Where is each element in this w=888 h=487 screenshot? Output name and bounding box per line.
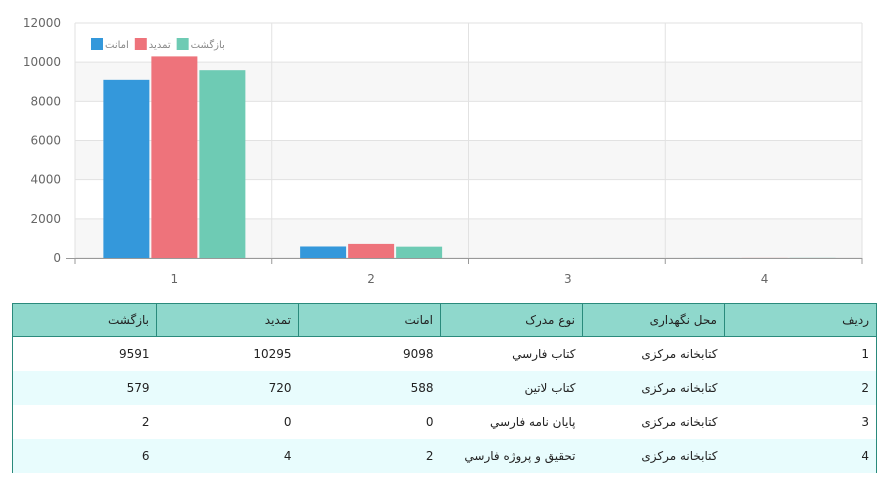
cell-renewal: 10295 bbox=[156, 336, 299, 371]
bar-3-cat-2 bbox=[396, 246, 443, 258]
y-tick-label: 8000 bbox=[30, 94, 61, 108]
header-return[interactable]: بازگشت bbox=[12, 303, 157, 337]
table-row[interactable]: 1 كتابخانه مركزی كتاب فارسي 9098 10295 9… bbox=[12, 336, 877, 371]
cell-return: 9591 bbox=[12, 336, 157, 371]
table-row[interactable]: 2 كتابخانه مركزی كتاب لاتين 588 720 579 bbox=[12, 370, 877, 405]
header-document-type[interactable]: نوع مدرک bbox=[440, 303, 583, 337]
y-tick-label: 12000 bbox=[23, 16, 61, 30]
legend: امانت تمديد بازگشت bbox=[91, 38, 225, 51]
cell-loan: 588 bbox=[298, 370, 441, 405]
header-location[interactable]: محل نگهداری bbox=[582, 303, 725, 337]
header-loan[interactable]: امانت bbox=[298, 303, 441, 337]
y-tick-label: 4000 bbox=[30, 173, 61, 187]
legend-swatch-3 bbox=[176, 38, 189, 50]
x-tick-label: 2 bbox=[367, 272, 375, 286]
legend-swatch-2 bbox=[134, 38, 147, 50]
cell-location: كتابخانه مركزی bbox=[582, 370, 725, 405]
bar-3-cat-1 bbox=[199, 70, 246, 259]
bar-chart: 0 2000 4000 6000 8000 10000 12000 1 2 3 4 امانت تمد… bbox=[23, 16, 863, 286]
y-tick-label: 6000 bbox=[30, 134, 61, 148]
x-tick-label: 1 bbox=[171, 272, 179, 286]
table-row[interactable]: 3 كتابخانه مركزی پايان نامه فارسي 0 0 2 bbox=[12, 404, 877, 439]
cell-row-number: 3 bbox=[724, 404, 877, 439]
table-header-row: رديف محل نگهداری نوع مدرک امانت تمديد با… bbox=[12, 303, 877, 337]
bar-2-cat-2 bbox=[348, 243, 395, 258]
report-table-container: رديف محل نگهداری نوع مدرک امانت تمديد با… bbox=[12, 303, 877, 473]
cell-loan: 9098 bbox=[298, 336, 441, 371]
cell-row-number: 1 bbox=[724, 336, 877, 371]
cell-location: كتابخانه مركزی bbox=[582, 438, 725, 473]
chart-canvas: 0 2000 4000 6000 8000 10000 12000 1 2 3 4 امانت تمد… bbox=[23, 16, 863, 286]
cell-return: 6 bbox=[12, 438, 157, 473]
y-tick-label: 10000 bbox=[23, 55, 61, 69]
y-tick-label: 0 bbox=[53, 251, 61, 265]
cell-row-number: 4 bbox=[724, 438, 877, 473]
report-table: رديف محل نگهداری نوع مدرک امانت تمديد با… bbox=[12, 303, 877, 473]
cell-renewal: 720 bbox=[156, 370, 299, 405]
cell-document-type: كتاب لاتين bbox=[440, 370, 583, 405]
cell-loan: 0 bbox=[298, 404, 441, 439]
cell-document-type: كتاب فارسي bbox=[440, 336, 583, 371]
cell-row-number: 2 bbox=[724, 370, 877, 405]
cell-return: 579 bbox=[12, 370, 157, 405]
bar-1-cat-2 bbox=[300, 246, 347, 258]
cell-renewal: 4 bbox=[156, 438, 299, 473]
table-row[interactable]: 4 كتابخانه مركزی تحقيق و پروژه فارسي 2 4… bbox=[12, 438, 877, 473]
x-tick-label: 3 bbox=[564, 272, 572, 286]
cell-location: كتابخانه مركزی bbox=[582, 336, 725, 371]
cell-return: 2 bbox=[12, 404, 157, 439]
bar-2-cat-1 bbox=[151, 56, 198, 258]
bars bbox=[103, 56, 836, 259]
legend-label-2: تمديد bbox=[149, 40, 171, 51]
cell-document-type: تحقيق و پروژه فارسي bbox=[440, 438, 583, 473]
cell-document-type: پايان نامه فارسي bbox=[440, 404, 583, 439]
legend-label-3: بازگشت bbox=[191, 39, 225, 51]
legend-label-1: امانت bbox=[105, 40, 129, 51]
header-renewal[interactable]: تمديد bbox=[156, 303, 299, 337]
y-tick-label: 2000 bbox=[30, 212, 61, 226]
cell-location: كتابخانه مركزی bbox=[582, 404, 725, 439]
bar-1-cat-1 bbox=[103, 79, 150, 258]
x-tick-label: 4 bbox=[761, 272, 769, 286]
legend-swatch-1 bbox=[91, 38, 103, 50]
cell-loan: 2 bbox=[298, 438, 441, 473]
cell-renewal: 0 bbox=[156, 404, 299, 439]
header-row-number[interactable]: رديف bbox=[724, 303, 877, 337]
axes: 0 2000 4000 6000 8000 10000 12000 1 2 3 4 bbox=[23, 16, 863, 286]
